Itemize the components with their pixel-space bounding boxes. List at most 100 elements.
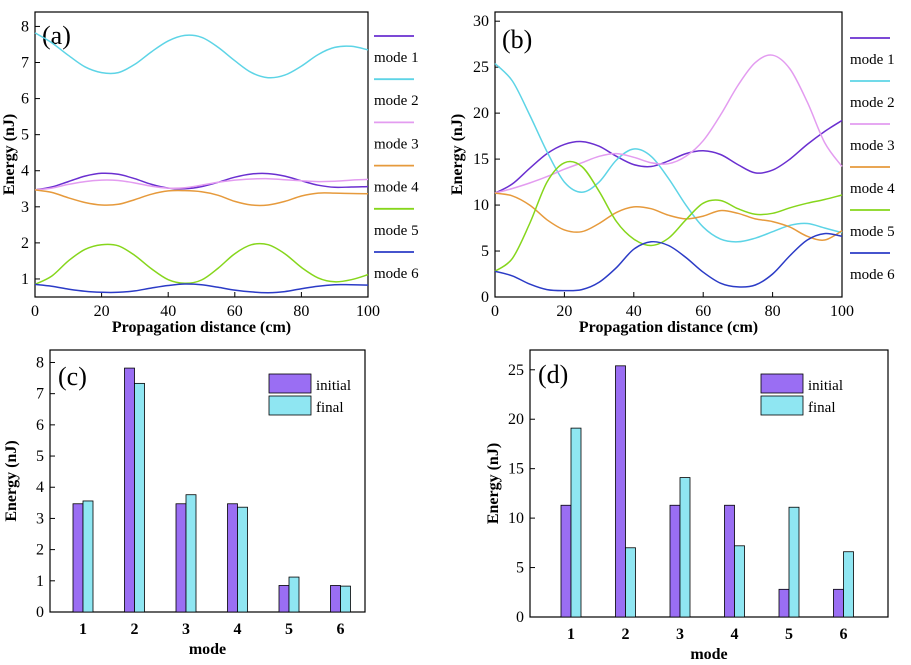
bar-initial-mode-1 xyxy=(560,504,572,618)
plot-frame-d xyxy=(529,349,889,618)
series-line-mode-4 xyxy=(494,192,843,241)
x-axis-label: Propagation distance (cm) xyxy=(579,319,758,336)
y-tick-label: 0 xyxy=(516,609,524,626)
panel-label: (a) xyxy=(42,21,71,50)
x-tick-label: 40 xyxy=(626,303,642,320)
legend-label-initial: initial xyxy=(808,378,843,394)
x-tick-label: 0 xyxy=(31,303,39,320)
x-tick-label: 4 xyxy=(731,626,739,643)
panel-b-line-chart: 0 20 40 60 80 100 Propagation distance (cm) 0 5 1… xyxy=(449,11,895,336)
y-tick-label: 4 xyxy=(36,479,44,496)
y-axis-label: Energy (nJ) xyxy=(3,440,20,521)
y-tick-label: 5 xyxy=(481,243,489,260)
x-axis-label: mode xyxy=(690,646,727,663)
y-tick-label: 15 xyxy=(473,151,489,168)
x-tick-label: 20 xyxy=(556,303,572,320)
bar-final-mode-3 xyxy=(679,477,691,618)
x-tick-label: 1 xyxy=(567,626,575,643)
y-tick-label: 7 xyxy=(21,55,29,72)
y-tick-label: 8 xyxy=(36,354,44,371)
bar-initial-mode-5 xyxy=(278,585,290,613)
bar-initial-mode-3 xyxy=(669,504,681,618)
series-line-mode-6 xyxy=(494,232,843,292)
series-line-mode-1 xyxy=(34,172,369,191)
y-tick-label: 8 xyxy=(21,18,29,35)
y-tick-label: 2 xyxy=(36,542,44,559)
legend-label-mode-2: mode 2 xyxy=(850,95,895,111)
series-line-mode-4 xyxy=(34,189,369,207)
x-tick-label: 2 xyxy=(131,621,139,638)
bar-final-mode-2 xyxy=(134,382,145,613)
series-line-mode-2 xyxy=(494,62,843,243)
legend-label-mode-3: mode 3 xyxy=(374,136,419,152)
y-tick-label: 7 xyxy=(36,386,44,403)
series-line-mode-1 xyxy=(494,119,843,194)
panel-c-bar-chart: 1 2 3 4 5 6 mode 0 1 2 3 4 5 6 7 8 Energy (nJ) (c) initial… xyxy=(3,349,366,658)
legend-label-mode-6: mode 6 xyxy=(850,267,895,283)
legend-label-mode-6: mode 6 xyxy=(374,266,419,282)
y-tick-label: 1 xyxy=(36,573,44,590)
y-tick-label: 3 xyxy=(21,199,29,216)
bar-initial-mode-2 xyxy=(615,365,626,618)
series-line-mode-5 xyxy=(494,160,843,272)
y-tick-label: 20 xyxy=(473,105,489,122)
plot-frame-b xyxy=(494,11,843,298)
legend-label-final: final xyxy=(808,400,836,416)
x-tick-label: 3 xyxy=(182,621,190,638)
bar-final-mode-1 xyxy=(82,500,94,613)
x-tick-label: 100 xyxy=(830,303,854,320)
y-tick-label: 25 xyxy=(508,362,524,379)
legend-swatch-final xyxy=(268,395,312,416)
panel-label: (b) xyxy=(502,25,532,54)
x-tick-label: 1 xyxy=(79,621,87,638)
legend-label-mode-5: mode 5 xyxy=(850,224,895,240)
y-tick-label: 10 xyxy=(473,197,489,214)
x-tick-label: 3 xyxy=(676,626,684,643)
x-axis-label: mode xyxy=(189,641,226,658)
legend-label-mode-2: mode 2 xyxy=(374,93,419,109)
x-tick-label: 5 xyxy=(285,621,293,638)
y-tick-label: 6 xyxy=(36,417,44,434)
y-tick-label: 2 xyxy=(21,235,29,252)
x-tick-label: 0 xyxy=(491,303,499,320)
x-tick-label: 80 xyxy=(293,303,309,320)
x-axis-label: Propagation distance (cm) xyxy=(112,319,291,336)
y-tick-label: 1 xyxy=(21,271,29,288)
bar-initial-mode-3 xyxy=(175,503,187,613)
x-tick-label: 20 xyxy=(94,303,110,320)
bar-final-mode-2 xyxy=(625,547,636,618)
y-tick-label: 20 xyxy=(508,411,524,428)
plot-frame-c xyxy=(49,349,366,613)
series-line-mode-2 xyxy=(34,32,369,79)
legend-label-initial: initial xyxy=(316,378,351,394)
legend-label-mode-1: mode 1 xyxy=(850,52,895,68)
bar-final-mode-4 xyxy=(734,545,745,618)
legend-label-mode-1: mode 1 xyxy=(374,50,419,66)
x-tick-label: 60 xyxy=(695,303,711,320)
y-tick-label: 0 xyxy=(36,604,44,621)
legend-label-final: final xyxy=(316,400,344,416)
y-axis-label: Energy (nJ) xyxy=(449,114,466,195)
bar-final-mode-6 xyxy=(843,551,854,618)
y-tick-label: 10 xyxy=(508,510,524,527)
y-tick-label: 30 xyxy=(473,13,489,30)
plot-frame-a xyxy=(34,11,369,298)
y-tick-label: 4 xyxy=(21,163,29,180)
bar-final-mode-3 xyxy=(185,494,197,613)
x-tick-label: 60 xyxy=(227,303,243,320)
series-line-mode-3 xyxy=(34,177,369,191)
legend-label-mode-4: mode 4 xyxy=(374,180,419,196)
y-tick-label: 5 xyxy=(36,448,44,465)
x-tick-label: 4 xyxy=(234,621,242,638)
legend-swatch-final xyxy=(760,395,804,416)
y-tick-label: 25 xyxy=(473,59,489,76)
bar-final-mode-4 xyxy=(237,506,248,613)
series-line-mode-6 xyxy=(34,283,369,294)
y-tick-label: 5 xyxy=(21,127,29,144)
x-tick-label: 40 xyxy=(160,303,176,320)
legend-label-mode-4: mode 4 xyxy=(850,181,895,197)
bar-initial-mode-4 xyxy=(227,503,238,613)
y-axis-label: Energy (nJ) xyxy=(1,114,18,195)
legend-label-mode-3: mode 3 xyxy=(850,138,895,154)
bar-final-mode-5 xyxy=(788,506,800,618)
